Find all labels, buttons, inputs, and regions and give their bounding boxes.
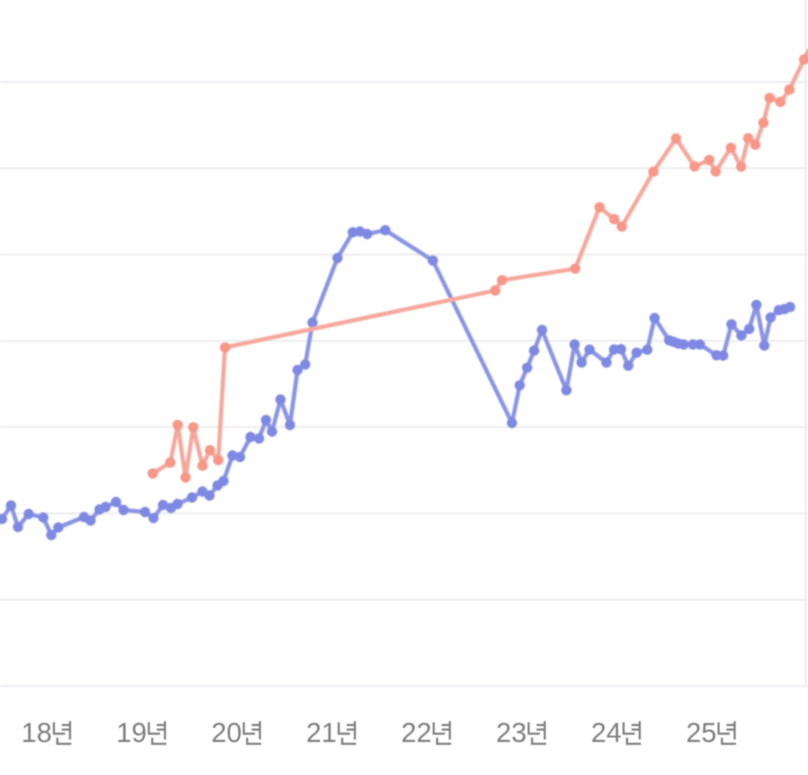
svg-text:20: 20 [211, 717, 242, 748]
svg-text:19: 19 [116, 717, 147, 748]
svg-text:18: 18 [21, 717, 52, 748]
svg-text:23: 23 [496, 717, 527, 748]
svg-text:22: 22 [401, 717, 432, 748]
svg-text:25: 25 [686, 717, 717, 748]
svg-text:21: 21 [306, 717, 337, 748]
svg-text:24: 24 [591, 717, 622, 748]
